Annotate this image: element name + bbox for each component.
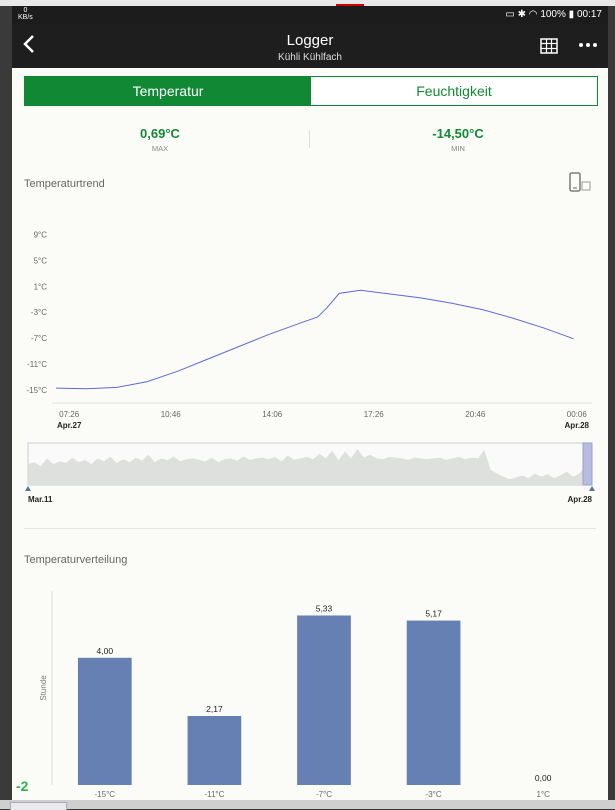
clock: 00:17: [576, 9, 602, 20]
x-category-label: -11°C: [204, 790, 224, 799]
bluetooth-icon: ✱: [517, 9, 527, 20]
distribution-title: Temperaturverteilung: [24, 554, 128, 566]
table-icon[interactable]: [540, 38, 558, 59]
battery-percent: 100%: [540, 9, 566, 20]
x-tick-label: 07:26: [59, 410, 80, 419]
max-value: 0,69°C: [140, 126, 180, 141]
battery-icon: ▮: [568, 9, 575, 20]
tab-temperatur[interactable]: Temperatur: [25, 77, 311, 105]
bar-value-label: 5,17: [425, 609, 442, 619]
bar-value-label: 2,17: [206, 704, 223, 714]
overview-end-label: Apr.28: [568, 495, 593, 504]
overview-handle-right: [589, 486, 595, 491]
distribution-bar: [406, 620, 461, 785]
tab-feuchtigkeit[interactable]: Feuchtigkeit: [311, 77, 597, 105]
taskbar: [0, 800, 615, 810]
network-speed-value: 0: [23, 7, 28, 14]
stat-divider: [309, 130, 310, 148]
max-stat: 0,69°C MAX: [20, 126, 300, 153]
bar-value-label: 5,33: [316, 603, 333, 613]
temperature-trend-chart[interactable]: 9°C 5°C 1°C -3°C -7°C -11°C -15°C 07:26 10:46 14:…: [12, 193, 608, 523]
status-bar: 0 KB/s ▭ ✱ ◠ 100% ▮ 00:17: [12, 6, 608, 24]
tab-bar: Temperatur Feuchtigkeit: [24, 76, 598, 106]
x-category-label: -3°C: [426, 790, 442, 799]
window-top-strip: [0, 0, 615, 6]
page-title: Logger: [286, 32, 334, 49]
y-tick-label: 1°C: [34, 282, 48, 291]
section-divider: [24, 528, 596, 529]
y-tick-label: 5°C: [34, 256, 48, 265]
x-tick-label: 20:46: [465, 410, 486, 419]
max-label: MAX: [151, 144, 169, 153]
min-stat: -14,50°C MIN: [318, 126, 598, 153]
distribution-bar: [77, 657, 132, 785]
y-tick-label: -3°C: [31, 308, 47, 317]
x-category-label: 1°C: [536, 790, 550, 799]
y-tick-label: -7°C: [31, 334, 47, 343]
cast-icon: ▭: [505, 9, 515, 20]
x-tick-label: 00:06: [567, 410, 588, 419]
page-subtitle: Kühli Kühlfach: [278, 52, 342, 63]
bar-value-label: 4,00: [97, 646, 114, 656]
back-arrow-icon[interactable]: [22, 34, 36, 58]
overview-start-label: Mar.11: [28, 495, 53, 504]
distribution-bar: [297, 615, 351, 785]
window-indicator: [336, 4, 364, 6]
overview-selection: [582, 442, 593, 486]
x-category-label: -7°C: [316, 790, 332, 799]
taskbar-button[interactable]: [10, 802, 67, 810]
x-date-label: Apr.28: [565, 421, 590, 430]
bar-value-label: 0,00: [535, 773, 552, 783]
y-tick-label: -11°C: [27, 360, 47, 369]
x-tick-label: 10:46: [161, 410, 182, 419]
trend-line: [55, 289, 574, 390]
wifi-icon: ◠: [528, 9, 538, 20]
distribution-bar: [187, 715, 242, 785]
overview-handle-left: [25, 486, 31, 491]
x-tick-label: 17:26: [364, 410, 385, 419]
more-icon[interactable]: [578, 35, 598, 60]
min-label: MIN: [451, 144, 465, 153]
y-tick-label: 9°C: [34, 230, 48, 239]
x-category-label: -15°C: [95, 790, 116, 799]
trend-title: Temperaturtrend: [24, 178, 105, 190]
y-tick-label: -15°C: [26, 386, 47, 395]
min-value: -14,50°C: [432, 126, 484, 141]
network-speed: 0 KB/s: [18, 7, 33, 21]
content-area: Temperatur Feuchtigkeit 0,69°C MAX -14,5…: [12, 68, 608, 800]
network-speed-unit: KB/s: [18, 14, 33, 21]
status-right: ▭ ✱ ◠ 100% ▮ 00:17: [505, 9, 602, 20]
y-axis-label: Stunde: [39, 675, 48, 701]
overview-area: [28, 448, 592, 485]
app-bar: Logger Kühli Kühlfach: [12, 24, 608, 68]
corner-label: -2: [16, 778, 29, 794]
rotate-device-icon[interactable]: [569, 172, 591, 197]
x-tick-label: 14:06: [262, 410, 283, 419]
x-date-label: Apr.27: [57, 421, 82, 430]
temperature-distribution-chart: Stunde 4,00 -15°C 2,17 -11°C 5,33 -7°C 5,17 -3°C…: [39, 591, 552, 799]
